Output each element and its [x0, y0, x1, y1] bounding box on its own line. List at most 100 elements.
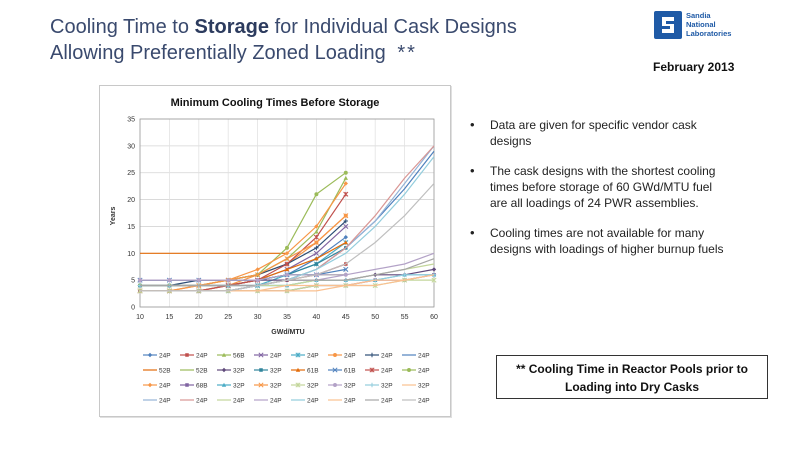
logo-line-3: Laboratories [686, 29, 732, 38]
data-point [313, 250, 319, 256]
legend-marker [295, 352, 301, 358]
legend-entry: 24P [402, 398, 430, 405]
legend-label: 52B [196, 368, 208, 375]
bullet-item: Data are given for specific vendor cask … [468, 117, 728, 149]
y-tick-label: 25 [127, 170, 135, 177]
legend-label: 32P [233, 368, 245, 375]
legend-entry: 24P [402, 353, 430, 360]
legend-label: 32P [233, 383, 245, 390]
legend-label: 24P [418, 368, 430, 375]
legend-entry: 32P [291, 382, 319, 390]
legend-label: 24P [381, 368, 393, 375]
y-tick-label: 0 [131, 305, 135, 312]
legend-marker [221, 382, 227, 387]
data-point [343, 240, 348, 245]
legend-entry: 24P [365, 398, 393, 405]
legend-marker [333, 383, 337, 387]
data-point [284, 267, 290, 272]
data-point [284, 261, 290, 267]
legend-label: 32P [307, 383, 319, 390]
legend-label: 24P [159, 398, 171, 405]
legend-label: 24P [381, 353, 393, 360]
legend-label: 24P [270, 398, 282, 405]
bullet-item: The cask designs with the shortest cooli… [468, 163, 728, 211]
series-layer [137, 145, 437, 294]
series-line [140, 183, 435, 292]
legend: 24P 24P 56B 24P 24P 24P 24P 24P 52B 52B 32P 32P 61B 6… [143, 352, 430, 405]
legend-label: 32P [344, 383, 356, 390]
x-tick-label: 50 [371, 314, 379, 321]
title-line-2-text: Allowing Preferentially Zoned Loading [50, 42, 386, 64]
title-bold-word: Storage [194, 16, 269, 38]
data-point [343, 266, 349, 272]
legend-label: 32P [418, 383, 430, 390]
legend-marker [407, 368, 411, 372]
data-point [314, 192, 319, 197]
legend-label: 24P [196, 353, 208, 360]
legend-label: 24P [344, 398, 356, 405]
legend-entry: 24P [328, 398, 356, 405]
data-point [313, 234, 319, 240]
cooling-time-chart: Minimum Cooling Times Before Storage Yea… [99, 85, 451, 417]
x-tick-label: 55 [401, 314, 409, 321]
title-prefix: Cooling Time to [50, 16, 189, 38]
legend-entry: 52B [143, 368, 171, 375]
legend-label: 24P [418, 398, 430, 405]
legend-label: 24P [307, 398, 319, 405]
legend-label: 61B [344, 368, 356, 375]
x-tick-label: 15 [166, 314, 174, 321]
data-point [343, 175, 348, 180]
x-tick-label: 35 [283, 314, 291, 321]
sandia-logo-icon [654, 11, 682, 39]
legend-label: 32P [270, 368, 282, 375]
legend-marker [185, 353, 189, 357]
data-point [343, 181, 348, 186]
legend-marker [369, 352, 375, 358]
y-tick-label: 30 [127, 143, 135, 150]
sandia-logo-text: Sandia National Laboratories [686, 11, 731, 38]
legend-entry: 24P [143, 383, 171, 390]
y-tick-label: 10 [127, 251, 135, 258]
data-point [343, 218, 348, 224]
legend-entry: 32P [217, 368, 245, 375]
series-line [140, 274, 346, 281]
data-point [314, 245, 319, 251]
legend-label: 24P [381, 398, 393, 405]
data-point [255, 278, 260, 283]
legend-entry: 24P [180, 398, 208, 405]
legend-entry: 32P [254, 382, 282, 390]
legend-entry: 24P [143, 398, 171, 405]
logo-line-2: National [686, 20, 716, 29]
note-box: ** Cooling Time in Reactor Pools prior t… [496, 355, 768, 399]
legend-label: 24P [270, 353, 282, 360]
data-point [314, 229, 319, 234]
legend-marker [147, 382, 153, 388]
y-tick-label: 5 [131, 278, 135, 285]
legend-entry: 52B [180, 368, 208, 375]
x-axis-label: GWd/MTU [271, 329, 304, 336]
data-point [314, 256, 319, 261]
legend-label: 32P [270, 383, 282, 390]
legend-marker [147, 352, 153, 358]
data-point [255, 267, 260, 272]
legend-label: 52B [159, 368, 171, 375]
legend-label: 24P [159, 353, 171, 360]
data-point [431, 267, 437, 272]
x-tick-label: 25 [224, 314, 232, 321]
data-point [431, 277, 437, 283]
slide-date: February 2013 [653, 60, 735, 74]
data-point [255, 272, 261, 278]
legend-marker [221, 367, 227, 373]
x-tick-label: 10 [136, 314, 144, 321]
legend-marker [369, 367, 375, 373]
legend-entry: 24P [180, 353, 208, 360]
legend-marker [332, 367, 338, 373]
data-point [138, 278, 142, 283]
legend-label: 24P [344, 353, 356, 360]
series-line [140, 172, 347, 287]
data-point [343, 191, 349, 197]
data-point [314, 262, 319, 266]
legend-label: 24P [233, 398, 245, 405]
y-tick-label: 35 [127, 117, 135, 124]
legend-marker [185, 383, 189, 387]
